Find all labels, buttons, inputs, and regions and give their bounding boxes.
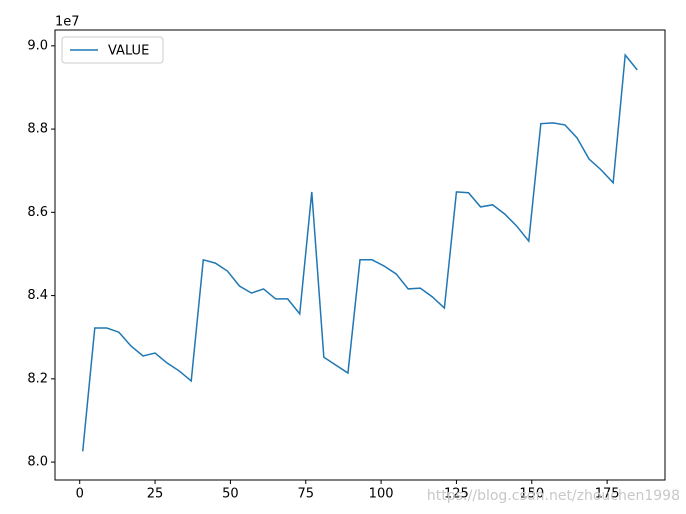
- legend-box: [61, 36, 164, 64]
- y-tick-label: 8.6: [27, 205, 48, 220]
- y-tick-label: 8.8: [27, 122, 48, 137]
- x-tick-label: 125: [444, 487, 469, 502]
- axes-frame: [54, 29, 666, 481]
- offset-label: 1e7: [55, 15, 80, 30]
- x-tick-label: 25: [147, 487, 164, 502]
- line: [81, 53, 638, 452]
- x-tick-label: 0: [76, 487, 84, 502]
- x-tick-label: 100: [369, 487, 394, 502]
- x-tick-label: 75: [297, 487, 314, 502]
- x-tick-label: 175: [595, 487, 620, 502]
- x-tick-label: 150: [519, 487, 544, 502]
- y-tick-label: 8.0: [27, 455, 48, 470]
- y-tick-label: 9.0: [27, 38, 48, 53]
- x-tick-label: 50: [222, 487, 239, 502]
- y-tick-label: 8.2: [27, 371, 48, 386]
- legend-label: VALUE: [108, 44, 149, 59]
- watermark: https://blog.csdn.net/zhouchen1998: [427, 488, 680, 504]
- y-tick-label: 8.4: [27, 288, 48, 303]
